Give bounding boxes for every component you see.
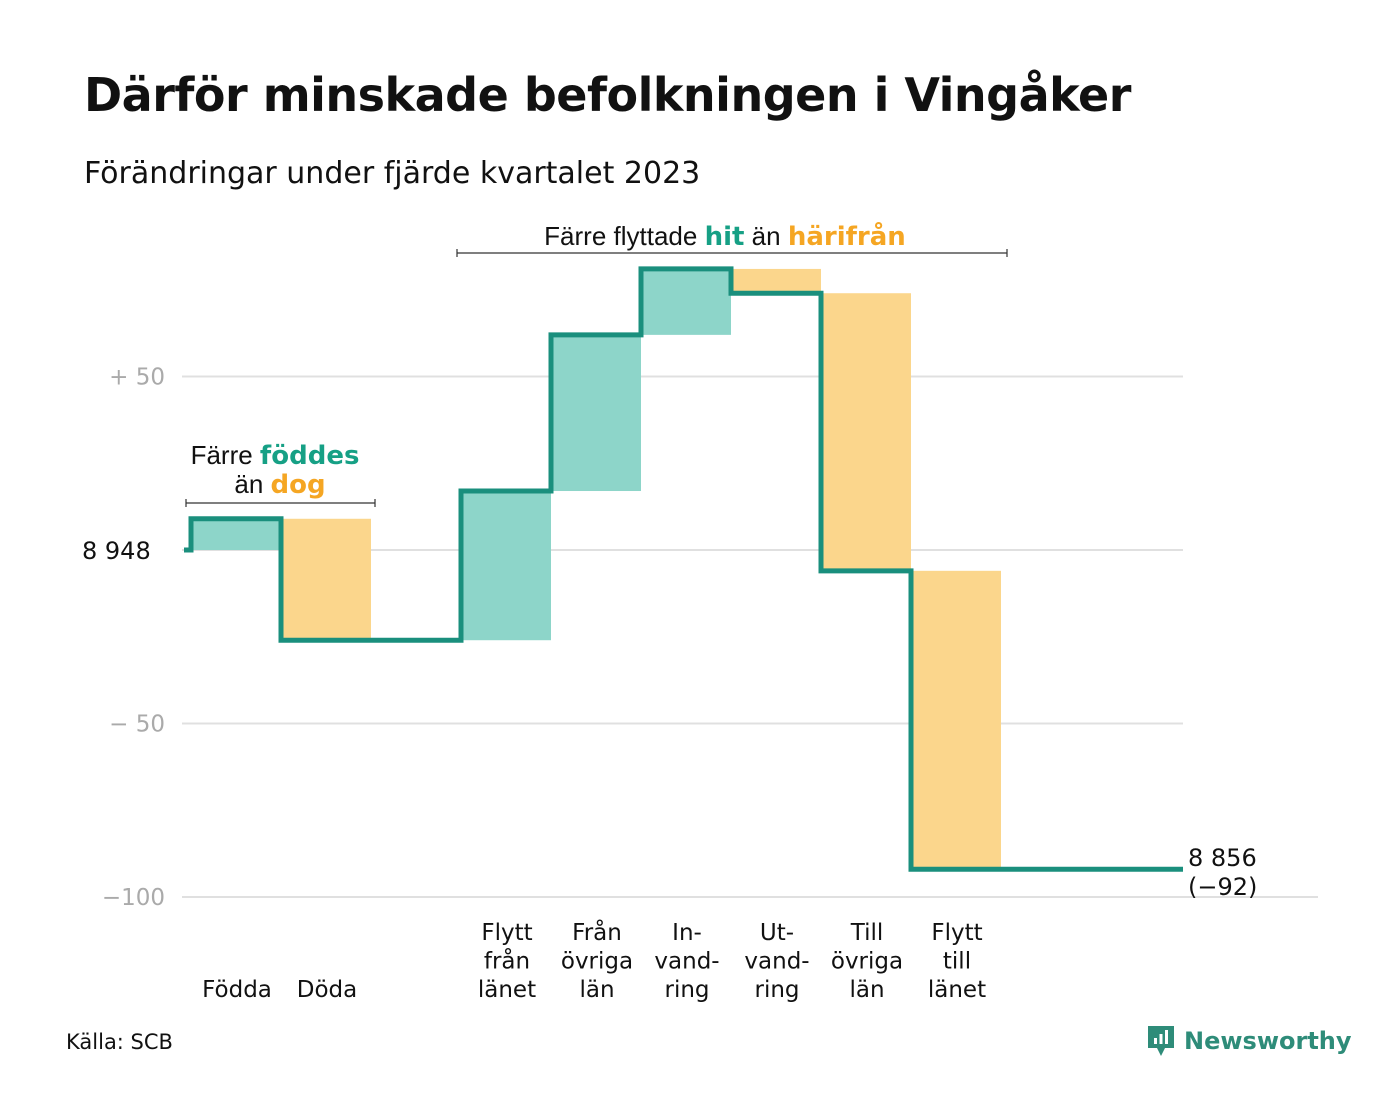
bar [731,268,821,294]
migration-annotation: Färre flyttade hit än härifrån [456,220,1008,257]
births-deaths-annotation: Färre föddes än dog [185,440,376,507]
y-tick-label: −100 [102,885,165,911]
category-label: vand- [654,949,719,975]
bar [911,570,1001,870]
category-label: från [484,947,530,975]
y-tick-label: + 50 [109,365,165,391]
newsworthy-logo-icon [1148,1026,1174,1056]
bars [191,268,1001,870]
category-label: till [943,949,971,975]
annotation-mid-word: än [234,469,263,499]
bar [551,334,641,492]
category-label: ring [664,977,709,1003]
category-label: övriga [831,949,903,975]
svg-text:Färre flyttade hit: Färre flyttade hit än härifrån [544,220,906,252]
annotation-negative-word: härifrån [788,220,906,252]
category-label: Flytt [481,920,532,946]
start-value-label: 8 948 [82,537,151,565]
brand-name: Newsworthy [1184,1027,1352,1055]
annotation-mid-word: än [752,221,781,251]
category-label: Flytt [931,920,982,946]
y-axis-tick-labels: + 50 − 50 −100 [102,365,165,912]
category-label: övriga [561,949,633,975]
end-value-label: 8 856 [1188,844,1257,872]
category-labels: Födda DödaFlyttfrånlänetFrånövrigalänIn-v… [202,918,986,1003]
bar [821,293,911,571]
annotation-bracket [456,249,1008,257]
end-change-label: (−92) [1188,873,1257,901]
annotation-prefix: Färre flyttade [544,221,697,251]
step-line-group [184,266,1183,872]
source-note: Källa: SCB [66,1030,173,1054]
svg-text:Färre föddes: Färre föddes [191,440,360,471]
bar [191,518,281,550]
brand-logo: Newsworthy [1146,1024,1352,1058]
category-label: län [579,977,614,1003]
category-label: In- [672,920,702,946]
chart-title: Därför minskade befolkningen i Vingåker [84,68,1131,122]
category-label: vand- [744,949,809,975]
gridlines [182,375,1318,898]
annotation-negative-word: dog [271,470,326,500]
bar [461,491,551,641]
svg-text:än dog: än dog [234,469,325,500]
bar [281,518,371,641]
category-label: län [849,977,884,1003]
chart-subtitle: Förändringar under fjärde kvartalet 2023 [84,156,701,191]
y-tick-label: − 50 [109,712,165,738]
category-label: Till [850,920,884,946]
annotation-bracket [185,499,376,507]
cumulative-step-line [184,266,1183,872]
annotation-positive-word: hit [705,222,745,252]
category-label: länet [478,977,536,1003]
category-label: Döda [297,977,357,1003]
category-label: Ut- [760,920,794,946]
annotation-prefix: Färre [191,440,253,470]
category-label: Födda [202,977,272,1003]
category-label: länet [928,977,986,1003]
category-label: ring [754,977,799,1003]
annotation-positive-word: föddes [260,441,360,471]
category-label: Från [572,918,622,946]
bar [641,268,731,335]
